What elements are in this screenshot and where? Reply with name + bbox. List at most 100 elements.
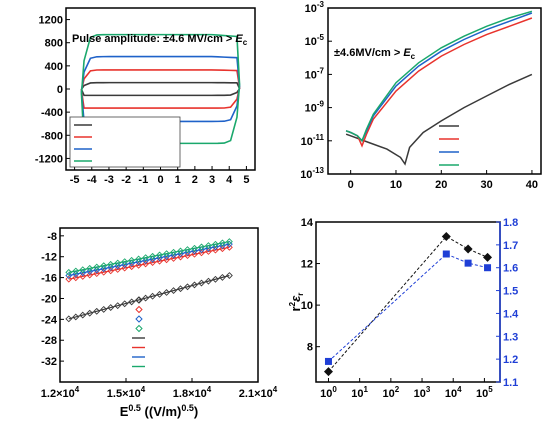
panel-c-data-point [86,264,94,272]
panel-c-data-point [163,256,170,264]
panel-b-y-tick-label: 10-3 [305,0,325,15]
panel-d-right-tick-label: 1.5 [503,286,518,298]
panel-b-x-tick-label: 20 [435,179,447,191]
panel-c-legend-marker-2 [135,305,143,314]
panel-b-x-tick-label: 30 [480,179,492,191]
panel-c-data-point [142,257,150,264]
panel-c-data-point [114,266,122,273]
panel-d-axes-frame [315,221,501,383]
panel-d-left-tick-label: 12 [301,259,313,271]
panel-a-y-tick-label: 400 [45,61,63,73]
panel-c-data-point [93,307,101,315]
panel-d-x-tick-label: 103 [414,385,431,400]
panel-c-data-point [211,243,219,251]
panel-c-data-point [79,266,87,274]
panel-a-y-tick-label: -1200 [35,153,63,165]
panel-b: 0 10 20 30 40 10-3 10-5 10-7 10-9 10-11 10-13 ±4.6M… [300,0,542,191]
panel-c-data-point [184,248,191,256]
panel-a-annotation-line2: Pulse amplitude: ±4.6 MV/cm > Ec [72,33,248,47]
panel-d-series-line-1 [328,235,488,372]
panel-d-square-marker [324,357,332,365]
panel-c-data-point [218,245,226,253]
panel-c-data-point [72,270,80,278]
panel-c-data-point [142,294,150,302]
panel-c-data-point [163,289,170,296]
panel-a-x-tick-label: -5 [70,174,80,186]
panel-c-x-axis-label: E0.5 ((V/m)0.5) [120,403,199,419]
panel-d-right-tick-label: 1.3 [503,331,518,343]
panel-c-data-point [184,246,191,254]
panel-a-x-tick-label: 3 [209,174,215,186]
panel-b-curve-1 [345,73,533,166]
panel-d-diamond-marker [463,244,473,254]
panel-c-data-point [72,313,80,321]
panel-c-data-point [211,240,219,248]
panel-b-y-tick-label: 10-9 [305,100,325,115]
panel-c-data-point [177,247,184,255]
panel-d-right-tick-label: 1.1 [503,377,518,389]
panel-c-data-point [121,264,129,272]
panel-c-data-point [65,272,73,279]
panel-c-data-point [205,244,212,252]
panel-d-right-tick-label: 1.8 [503,217,518,229]
panel-b-axes-frame [327,7,542,175]
panel-c-data-point [198,249,205,257]
panel-c-y-tick-label: -20 [41,293,57,305]
panel-a-x-tick-label: -2 [121,174,131,186]
panel-c-data-point [128,298,136,306]
panel-c-data-point [218,239,226,247]
panel-b-y-tick-label: 10-5 [305,33,325,48]
panel-d-right-tick-label: 1.2 [503,354,518,366]
panel-b-curve-4 [345,10,533,143]
panel-c-data-point [170,248,177,256]
panel-c-data-point [79,311,87,319]
panel-c-data-point [121,300,129,308]
panel-c-data-point [225,238,233,246]
panel-c-data-point [205,242,212,250]
panel-c-data-point [156,290,164,298]
panel-d-right-tick-label: 1.6 [503,263,518,275]
panel-c-legend-marker-1 [135,296,143,304]
panel-c-data-point [142,254,150,262]
panel-c-data-point [156,254,164,262]
panel-c-data-point [107,267,115,275]
panel-c-data-point [170,254,177,262]
panel-c-data-point [65,315,73,323]
panel-d-x-tick-label: 102 [382,385,399,400]
panel-c-data-point [191,281,198,289]
panel-d-square-marker [464,259,472,267]
panel-d-x-tick-label: 100 [320,385,337,400]
panel-c-data-point [107,263,115,271]
panel-c-data-point [198,246,205,254]
panel-b-x-tick-label: 10 [390,179,402,191]
panel-c-data-point [184,252,191,260]
panel-a-x-tick-label: -1 [138,174,148,186]
panel-c-data-point [177,250,184,258]
panel-a-y-tick-label: 1200 [39,15,63,27]
panel-c-data-point [149,255,157,263]
panel-a-y-tick-label: -400 [41,107,63,119]
panel-c-y-tick-label: -28 [41,335,57,347]
panel-a-x-tick-label: 4 [226,174,233,186]
panel-c-data-point [128,256,136,264]
panel-a-y-tick-label: 800 [45,38,63,50]
panel-a: -5 -4 -3 -2 -1 0 1 2 3 4 5-1200-800-40004008001200… [35,7,256,186]
panel-c-data-point [156,251,164,259]
panel-b-y-tick-label: 10-11 [301,133,325,148]
panel-c-data-point [114,262,122,270]
panel-b-y-tick-label: 10-13 [300,166,324,181]
panel-c-y-tick-label: -8 [47,231,57,243]
panel-a-x-tick-label: -4 [87,174,98,186]
panel-c-data-point [86,309,94,317]
panel-c-data-point [128,263,136,271]
panel-d-diamond-marker [483,252,493,262]
panel-c-data-point [205,248,212,255]
panel-c-data-point [100,268,108,276]
panel-c-data-point [163,250,170,258]
panel-c-data-point [121,261,129,269]
panel-b-x-tick-label: 40 [526,179,538,191]
panel-c-data-point [65,268,73,276]
panel-d-series-line-2 [328,253,488,362]
panel-c-data-point [65,275,73,283]
panel-c-data-point [72,274,80,282]
